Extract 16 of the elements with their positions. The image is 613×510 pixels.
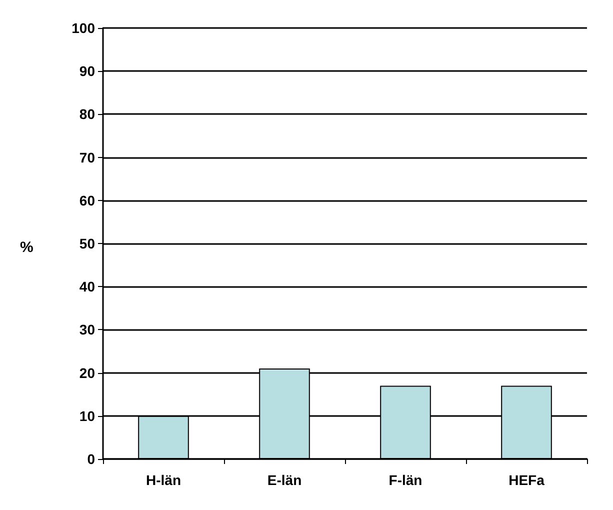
y-tick-label: 30 xyxy=(79,322,96,338)
y-tick-label: 0 xyxy=(87,451,96,467)
x-tick-label: HEFa xyxy=(508,472,545,488)
x-tick-label: E-län xyxy=(267,472,302,488)
y-tick-label: 90 xyxy=(79,63,96,80)
x-tick-label: H-län xyxy=(146,472,181,488)
y-tick-label: 40 xyxy=(79,278,96,295)
x-tick-label: F-län xyxy=(388,472,422,488)
y-tick-label: 10 xyxy=(79,408,96,424)
y-axis-title: % xyxy=(20,239,34,256)
y-tick-label: 70 xyxy=(79,149,96,166)
y-tick-label: 50 xyxy=(79,236,96,252)
y-tick-label: 60 xyxy=(79,192,96,208)
y-tick-label: 20 xyxy=(79,364,96,381)
y-tick-label: 100 xyxy=(72,20,96,36)
y-tick-label: 80 xyxy=(79,106,96,122)
